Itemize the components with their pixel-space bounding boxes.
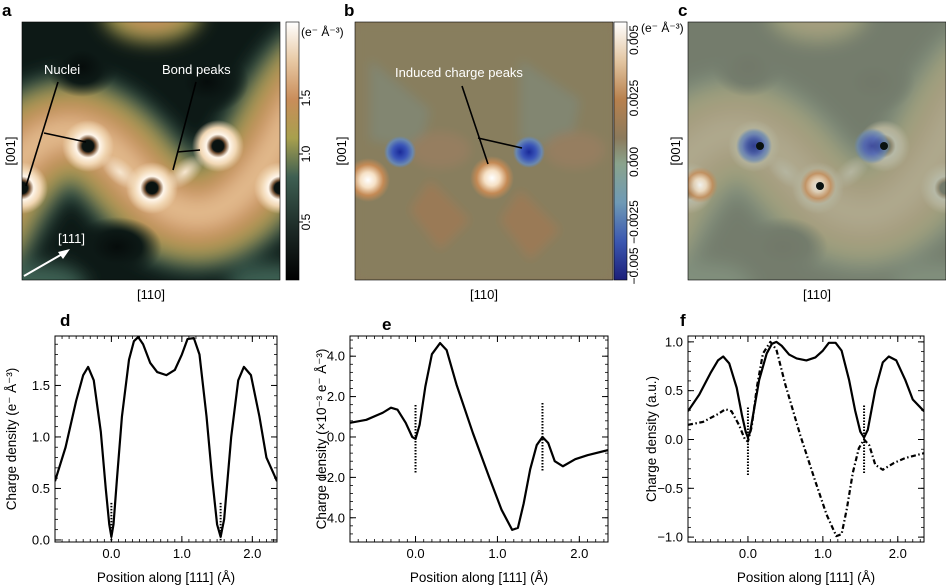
ylabel-e: Charge density (×10⁻³ e⁻ Å⁻³) [314, 349, 329, 530]
series-line-f-0 [688, 340, 924, 439]
ytick-label-f-1: −0.5 [657, 481, 683, 496]
annotations-b: Induced charge peaks [395, 65, 523, 165]
xlabel-e: Position along [111] (Å) [410, 570, 548, 585]
panel-d: d 0.0 1.0 2.0 0.0 0.5 1.0 1.5 Position along [1… [4, 311, 278, 585]
ylabel-b: [001] [334, 137, 349, 166]
panel-e: e 0.0 1.0 2.0 −4.0 −2.0 0.0 2.0 4.0 Position alo… [314, 315, 609, 585]
colorbar-a-tick-0: 1.5 [299, 89, 313, 106]
panel-letter-a: a [2, 1, 12, 20]
plot-frame-d [54, 335, 278, 543]
plot-d: 0.0 1.0 2.0 0.0 0.5 1.0 1.5 Position along [111… [4, 335, 278, 585]
xlabel-a: [110] [137, 287, 165, 302]
ylabel-a: [001] [3, 137, 18, 166]
colorbar-b-unit: (e⁻ Å⁻³) [641, 20, 684, 35]
plot-frame-f [687, 335, 925, 543]
panel-letter-b: b [344, 1, 354, 20]
ytick-label-f-0: −1.0 [657, 530, 683, 545]
colorbar-b-tick-0: 0.005 [627, 25, 641, 55]
ytick-label-d-3: 1.5 [32, 378, 50, 393]
panel-a: a Nuclei Bond peaks [111] [110] [001] (e… [2, 1, 344, 302]
ytick-label-d-1: 0.5 [32, 481, 50, 496]
panel-letter-e: e [382, 315, 391, 334]
panel-b: b Induced charge peaks [110] [001] [334, 1, 684, 302]
ytick-label-e-0: −4.0 [319, 510, 345, 525]
colorbar-b-tick-4: −0.005 [627, 247, 641, 284]
ytick-label-f-3: 0.5 [665, 383, 683, 398]
xtick-label-e-0: 0.0 [406, 546, 424, 561]
colorbar-a-unit: (e⁻ Å⁻³) [301, 24, 344, 39]
xtick-label-e-2: 2.0 [570, 546, 588, 561]
xlabel-b: [110] [470, 287, 498, 302]
ytick-label-f-2: 0.0 [665, 432, 683, 447]
ytick-label-e-2: 0.0 [327, 429, 345, 444]
colorbar-a-tick-2: 0.5 [299, 213, 313, 230]
panel-letter-f: f [680, 311, 686, 330]
plot-e: 0.0 1.0 2.0 −4.0 −2.0 0.0 2.0 4.0 Position along… [314, 335, 609, 585]
panel-f: f 0.0 1.0 2.0 −1.0 −0.5 0.0 0.5 1.0 Position alo… [644, 311, 925, 585]
ylabel-f: Charge density (a.u.) [644, 376, 659, 502]
label-induced-charge-peaks: Induced charge peaks [395, 65, 523, 80]
colorbar-b-tick-1: 0.0025 [627, 79, 641, 116]
ytick-label-e-4: 4.0 [327, 349, 345, 364]
heatmap-c [688, 22, 946, 280]
panel-c: c [110] [001] [668, 1, 946, 302]
ylabel-d: Charge density (e⁻ Å⁻³) [4, 368, 19, 511]
colorbar-b-tick-3: −0.0025 [627, 200, 641, 244]
xtick-label-d-1: 1.0 [173, 546, 191, 561]
xtick-label-f-1: 1.0 [814, 546, 832, 561]
ytick-label-e-1: −2.0 [319, 470, 345, 485]
plot-f: 0.0 1.0 2.0 −1.0 −0.5 0.0 0.5 1.0 Position along… [644, 334, 925, 585]
colorbar-b: (e⁻ Å⁻³) 0.005 0.0025 0.000 −0.0025 −0.0… [613, 20, 684, 285]
xtick-label-f-2: 2.0 [889, 546, 907, 561]
ytick-label-d-2: 1.0 [32, 429, 50, 444]
panel-letter-c: c [678, 1, 687, 20]
plot-frame-e [349, 335, 609, 543]
heatmap-b [355, 22, 613, 280]
label-bond-peaks: Bond peaks [162, 62, 231, 77]
xtick-label-f-0: 0.0 [739, 546, 757, 561]
xlabel-d: Position along [111] (Å) [97, 570, 235, 585]
xlabel-c: [110] [803, 287, 831, 302]
colorbar-b-tick-2: 0.000 [627, 147, 641, 177]
ytick-label-e-3: 2.0 [327, 389, 345, 404]
ytick-label-d-0: 0.0 [32, 532, 50, 547]
series-line-e-0 [350, 341, 608, 531]
label-direction-111: [111] [58, 231, 85, 246]
annotations-a: Nuclei Bond peaks [111] [23, 62, 231, 277]
series-line-f-1 [688, 340, 924, 538]
xtick-label-d-0: 0.0 [102, 546, 120, 561]
ylabel-c: [001] [668, 137, 683, 166]
panel-letter-d: d [60, 311, 70, 330]
xlabel-f: Position along [111] (Å) [737, 570, 875, 585]
xtick-label-d-2: 2.0 [243, 546, 261, 561]
colorbar-a: (e⁻ Å⁻³) 1.5 1.0 0.5 [285, 21, 344, 281]
ytick-label-f-4: 1.0 [665, 334, 683, 349]
label-nuclei: Nuclei [44, 62, 80, 77]
colorbar-a-tick-1: 1.0 [299, 145, 313, 162]
series-line-d-0 [55, 336, 277, 538]
xtick-label-e-1: 1.0 [488, 546, 506, 561]
